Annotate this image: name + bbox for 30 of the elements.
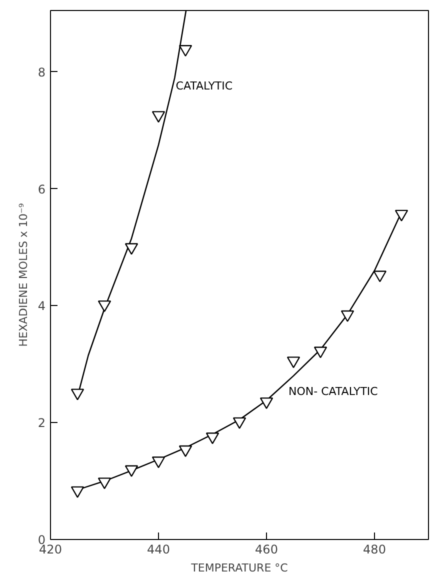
y-tick-label: 6 (38, 182, 46, 196)
x-tick-label: 460 (255, 542, 278, 556)
x-axis-title: TEMPERATURE °C (190, 562, 288, 574)
point (152, 111, 166, 123)
point (178, 445, 192, 458)
point (178, 45, 192, 57)
annotation: NON- CATALYTIC (288, 385, 378, 398)
annotation: CATALYTIC (176, 79, 233, 92)
point (394, 210, 408, 222)
x-tick-label: 440 (147, 542, 170, 556)
point (232, 417, 246, 429)
y-axis-title: HEXADIENE MOLES x 10⁻⁹ (16, 203, 30, 347)
point (286, 356, 300, 368)
point (124, 243, 138, 255)
point (70, 486, 84, 498)
x-tick-label: 480 (363, 542, 386, 556)
point (124, 465, 138, 477)
point (373, 270, 386, 282)
x-tick-label: 420 (39, 542, 62, 556)
point (314, 346, 328, 358)
y-tick-label: 4 (38, 299, 46, 314)
point (340, 310, 354, 322)
point (152, 456, 166, 468)
y-tick-label: 2 (38, 416, 46, 430)
point (260, 397, 274, 410)
point (70, 388, 84, 400)
point (98, 300, 112, 312)
y-tick-label: 8 (38, 65, 46, 80)
point (206, 432, 220, 444)
point (98, 478, 112, 490)
